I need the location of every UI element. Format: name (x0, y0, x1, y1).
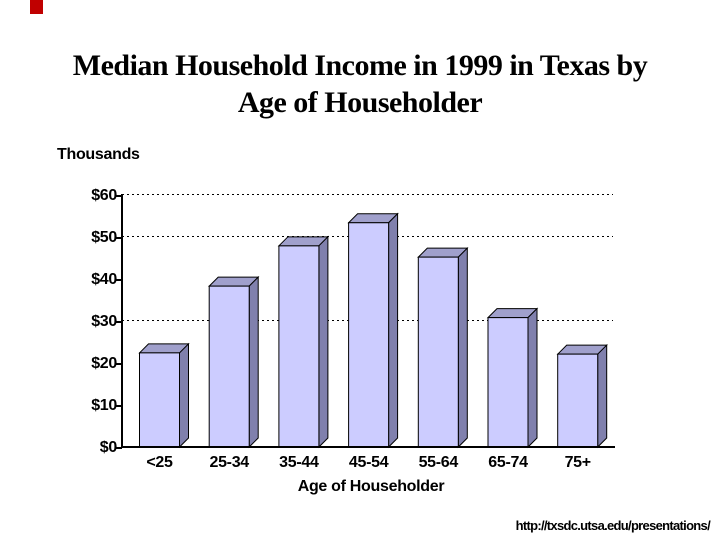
bar-front-face (487, 317, 529, 448)
x-axis-title: Age of Householder (297, 478, 445, 495)
bar-side-face (388, 212, 399, 449)
y-tick-label: $0 (99, 439, 118, 456)
slide-title-line2: Age of Householder (237, 86, 483, 119)
x-tick-label: 75+ (564, 454, 592, 471)
bar-75+ (556, 343, 608, 449)
y-tick-mark (116, 279, 122, 281)
red-corner-mark (30, 0, 43, 14)
y-tick-mark (116, 237, 122, 239)
slide-title-line1: Median Household Income in 1999 in Texas… (72, 49, 648, 82)
y-tick-mark (116, 195, 122, 197)
bar-55-64 (417, 246, 469, 449)
x-tick-label: 25-34 (209, 454, 249, 471)
x-tick-label: 45-54 (348, 454, 389, 471)
bar-front-face (278, 245, 320, 448)
bar-side-face (318, 235, 329, 449)
y-axis-line (121, 194, 123, 447)
y-tick-label: $30 (91, 313, 117, 330)
x-tick-label: <25 (146, 454, 173, 471)
x-tick-label: 55-64 (418, 454, 459, 471)
bar-side-face (248, 275, 259, 449)
bar-front-face (417, 256, 459, 448)
x-tick-label: 65-74 (488, 454, 528, 471)
bar-35-44 (277, 235, 330, 449)
x-tick-label: 35-44 (279, 454, 319, 471)
bar-side-face (179, 342, 189, 449)
bar-front-face (348, 222, 390, 448)
bar-side-face (597, 343, 608, 449)
y-tick-label: $20 (91, 355, 117, 372)
x-axis-line (121, 446, 615, 448)
gridline (122, 194, 613, 196)
y-tick-mark (116, 405, 122, 407)
bar-25-34 (207, 275, 260, 449)
bar-front-face (557, 353, 599, 448)
bar-45-54 (347, 212, 399, 449)
y-tick-label: $60 (91, 187, 117, 204)
y-tick-mark (116, 321, 122, 323)
bar-side-face (457, 246, 468, 449)
bar-<25 (138, 342, 190, 449)
footer-url: http://txsdc.utsa.edu/presentations/ (515, 518, 711, 533)
bar-front-face (139, 352, 180, 448)
y-tick-label: $10 (91, 397, 117, 414)
y-axis-unit-label: Thousands (57, 146, 140, 163)
y-tick-mark (116, 447, 122, 449)
bar-65-74 (486, 307, 539, 449)
y-tick-label: $50 (91, 229, 117, 246)
y-tick-label: $40 (91, 271, 117, 288)
bar-front-face (208, 285, 250, 448)
bar-side-face (527, 307, 538, 449)
slide-title: Median Household Income in 1999 in Texas… (0, 47, 720, 121)
y-tick-mark (116, 363, 122, 365)
